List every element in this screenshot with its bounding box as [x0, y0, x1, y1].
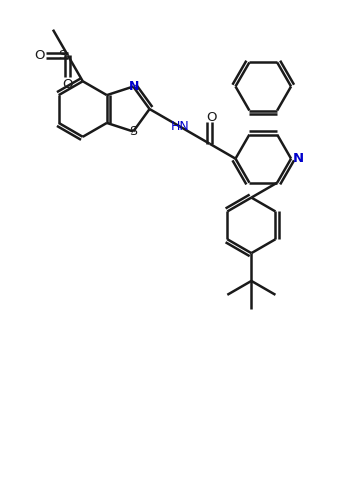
Text: O: O: [34, 49, 44, 62]
Text: S: S: [129, 125, 137, 138]
Text: S: S: [58, 49, 66, 62]
Text: O: O: [62, 78, 73, 91]
Text: O: O: [206, 111, 217, 124]
Text: HN: HN: [170, 120, 189, 133]
Text: N: N: [292, 152, 303, 165]
Text: N: N: [129, 80, 140, 93]
